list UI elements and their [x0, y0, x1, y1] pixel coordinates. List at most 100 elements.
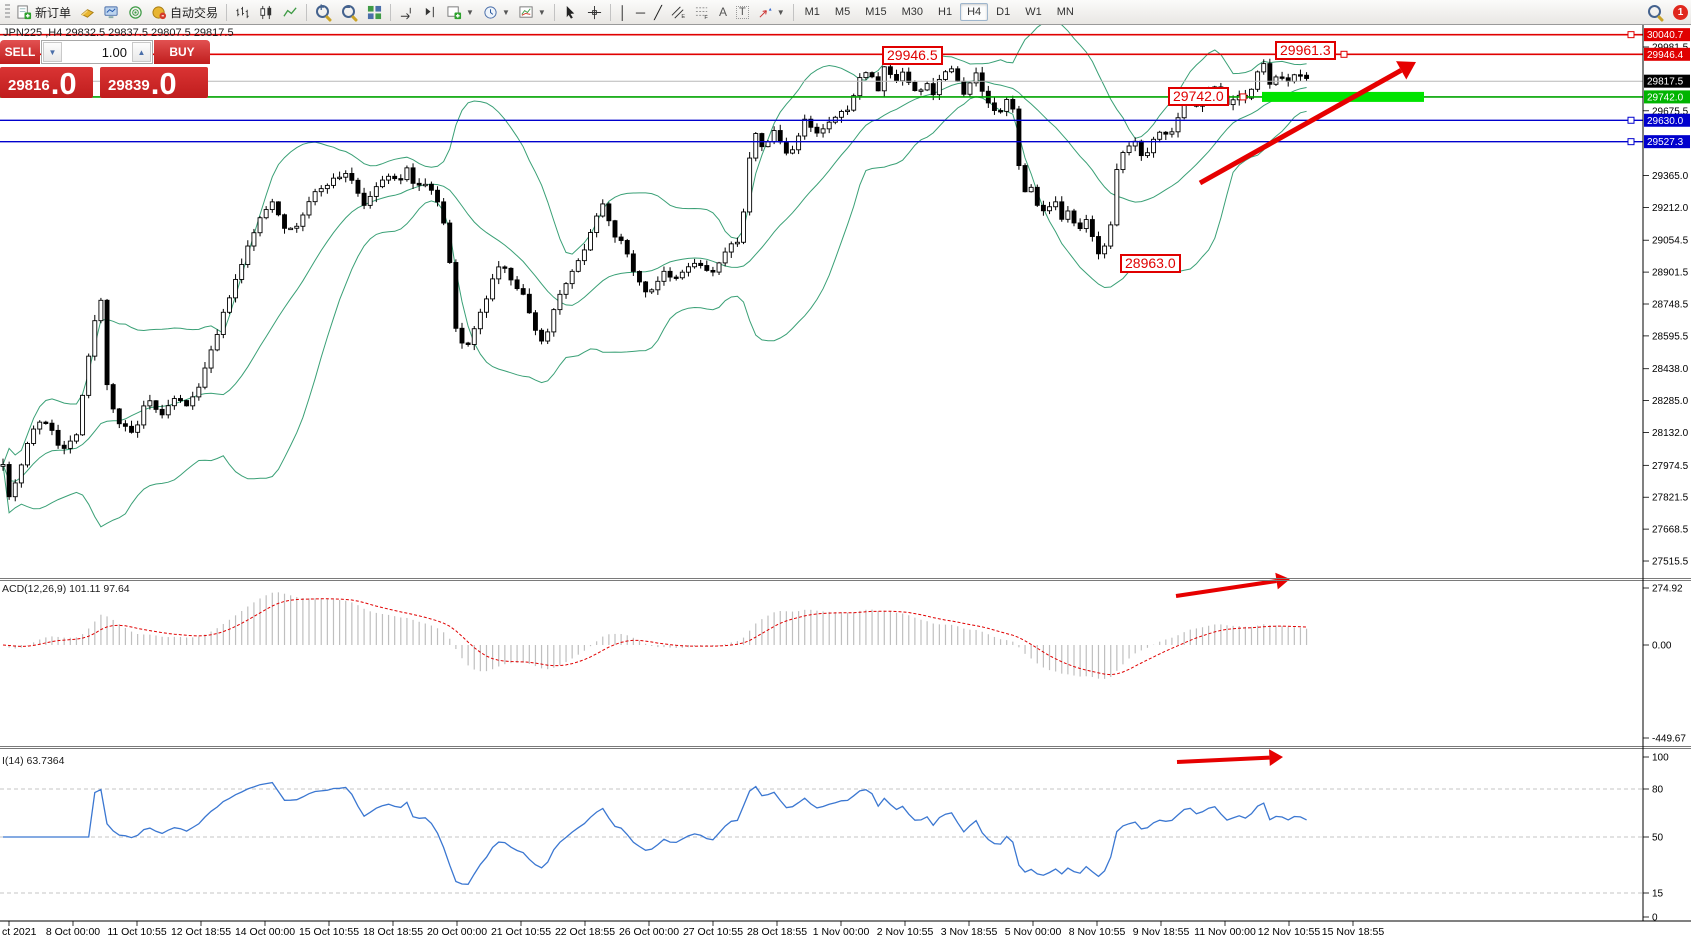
svg-text:15 Oct 10:55: 15 Oct 10:55: [299, 926, 359, 938]
annotation-anchor-square[interactable]: [1239, 93, 1247, 101]
search-button[interactable]: [1643, 1, 1668, 23]
svg-text:27515.5: 27515.5: [1652, 557, 1689, 568]
volume-increase-button[interactable]: ▲: [132, 42, 151, 62]
line-anchor-square[interactable]: [1627, 116, 1635, 124]
price-annotation[interactable]: 29961.3: [1275, 41, 1336, 60]
trend-arrow[interactable]: [1176, 749, 1283, 767]
dropdown-arrow-icon: ▼: [776, 7, 785, 17]
line-anchor-square[interactable]: [1627, 31, 1635, 39]
zoom-out-button[interactable]: [337, 1, 362, 23]
annotation-anchor-square[interactable]: [1340, 50, 1348, 58]
shift-chart-icon: [425, 6, 434, 17]
svg-text:F: F: [704, 15, 708, 20]
volume-decrease-button[interactable]: ▼: [43, 42, 62, 62]
price-badge: [1644, 47, 1690, 61]
svg-text:0.00: 0.00: [1652, 641, 1672, 652]
dropdown-arrow-icon: ▼: [466, 7, 474, 17]
timeframe-button-h1[interactable]: H1: [938, 6, 953, 18]
new-order-label: 新订单: [35, 5, 72, 20]
svg-text:27974.5: 27974.5: [1652, 461, 1689, 472]
svg-text:8 Oct 00:00: 8 Oct 00:00: [46, 926, 100, 938]
timeframe-button-m1[interactable]: M1: [804, 6, 820, 18]
svg-text:29054.5: 29054.5: [1652, 236, 1689, 247]
label-tool[interactable]: T: [732, 1, 753, 23]
trend-arrow[interactable]: [1198, 61, 1416, 186]
svg-text:29630.0: 29630.0: [1647, 116, 1684, 127]
auto-trading-button[interactable]: 自动交易: [148, 1, 222, 23]
buy-price-display[interactable]: 29839 .0: [100, 67, 208, 99]
svg-text:5 Nov 00:00: 5 Nov 00:00: [1005, 926, 1062, 938]
svg-text:-449.67: -449.67: [1652, 734, 1686, 745]
line-chart-button[interactable]: [279, 1, 302, 23]
svg-text:50: 50: [1652, 833, 1664, 844]
timeframe-button-m30[interactable]: M30: [901, 6, 924, 18]
trend-arrow[interactable]: [1175, 572, 1290, 598]
buy-price-main: 29839: [108, 77, 150, 94]
autoscroll-button[interactable]: [395, 1, 418, 23]
new-chart-button[interactable]: ▼: [443, 1, 478, 23]
channel-tool[interactable]: E: [667, 1, 690, 23]
horizontal-line-tool[interactable]: ─: [632, 1, 649, 23]
timeframe-button-h4[interactable]: H4: [960, 3, 989, 21]
new-order-icon: [17, 4, 32, 19]
shift-chart-button[interactable]: [419, 1, 442, 23]
price-annotation[interactable]: 28963.0: [1120, 254, 1181, 273]
tile-windows-button[interactable]: [363, 1, 386, 23]
cursor-tool-button[interactable]: [559, 1, 582, 23]
timeframe-button-m5[interactable]: M5: [834, 6, 851, 18]
timeframe-button-m15[interactable]: M15: [865, 6, 887, 18]
svg-text:27668.5: 27668.5: [1652, 525, 1689, 536]
price-annotation[interactable]: 29946.5: [882, 46, 943, 65]
zoom-in-button[interactable]: [311, 1, 336, 23]
chart-symbol-header: JPN225 ,H4 29832.5 29837.5 29807.5 29817…: [3, 27, 234, 39]
svg-text:29212.0: 29212.0: [1652, 203, 1689, 214]
svg-text:18 Oct 18:55: 18 Oct 18:55: [363, 926, 423, 938]
sell-price-display[interactable]: 29816 .0: [0, 67, 93, 99]
svg-text:27 Oct 10:55: 27 Oct 10:55: [683, 926, 743, 938]
signals-button[interactable]: [124, 1, 147, 23]
price-annotation[interactable]: 29742.0: [1168, 87, 1229, 106]
svg-text:E: E: [681, 14, 685, 20]
svg-text:28 Oct 18:55: 28 Oct 18:55: [747, 926, 807, 938]
macd-pane: [2, 592, 1308, 679]
svg-text:29675.5: 29675.5: [1652, 106, 1689, 117]
shapes-tool[interactable]: ▼: [754, 1, 789, 23]
timeframe-button-w1[interactable]: W1: [1025, 6, 1042, 18]
buy-button[interactable]: BUY: [154, 40, 210, 64]
timeframe-button-mn[interactable]: MN: [1056, 6, 1074, 18]
market-watch-button[interactable]: [100, 1, 123, 23]
one-click-trading-panel: SELL ▼ 1.00 ▲ BUY 29816 .0 29839 .0: [0, 40, 212, 99]
bar-chart-button[interactable]: [231, 1, 254, 23]
cursor-icon: [566, 5, 575, 19]
svg-text:28748.5: 28748.5: [1652, 300, 1689, 311]
main-price-pane: [0, 25, 1310, 528]
new-order-button[interactable]: 新订单: [13, 1, 75, 23]
fibonacci-tool[interactable]: F: [691, 1, 714, 23]
line-chart-icon: [283, 6, 297, 17]
sell-button[interactable]: SELL: [0, 40, 40, 64]
support-highlight-bar[interactable]: [1262, 91, 1424, 102]
trendline-icon: ╱: [654, 4, 662, 20]
crosshair-tool-button[interactable]: [583, 1, 606, 23]
svg-text:30040.7: 30040.7: [1647, 30, 1684, 41]
price-badge: [1644, 90, 1690, 104]
notification-badge[interactable]: 1: [1673, 4, 1688, 20]
dropdown-arrow-icon: ▼: [537, 7, 546, 17]
editor-button[interactable]: [76, 1, 99, 23]
trendline-tool[interactable]: ╱: [650, 1, 666, 23]
svg-text:28132.0: 28132.0: [1652, 428, 1689, 439]
svg-text:22 Oct 18:55: 22 Oct 18:55: [555, 926, 615, 938]
candlestick-chart-button[interactable]: [255, 1, 278, 23]
chart-canvas[interactable]: 29981.529675.529365.029212.029054.528901…: [0, 25, 1691, 940]
vertical-line-tool[interactable]: │: [615, 1, 631, 23]
volume-value[interactable]: 1.00: [101, 44, 127, 60]
svg-text:20 Oct 00:00: 20 Oct 00:00: [427, 926, 487, 938]
svg-text:28595.5: 28595.5: [1652, 331, 1689, 342]
timeframe-button-d1[interactable]: D1: [996, 6, 1011, 18]
template-button[interactable]: ▼: [515, 1, 550, 23]
text-tool[interactable]: A: [715, 1, 731, 23]
period-button[interactable]: ▼: [479, 1, 514, 23]
bar-chart-icon: [236, 6, 249, 18]
svg-text:1 Nov 00:00: 1 Nov 00:00: [813, 926, 870, 938]
line-anchor-square[interactable]: [1627, 138, 1635, 146]
